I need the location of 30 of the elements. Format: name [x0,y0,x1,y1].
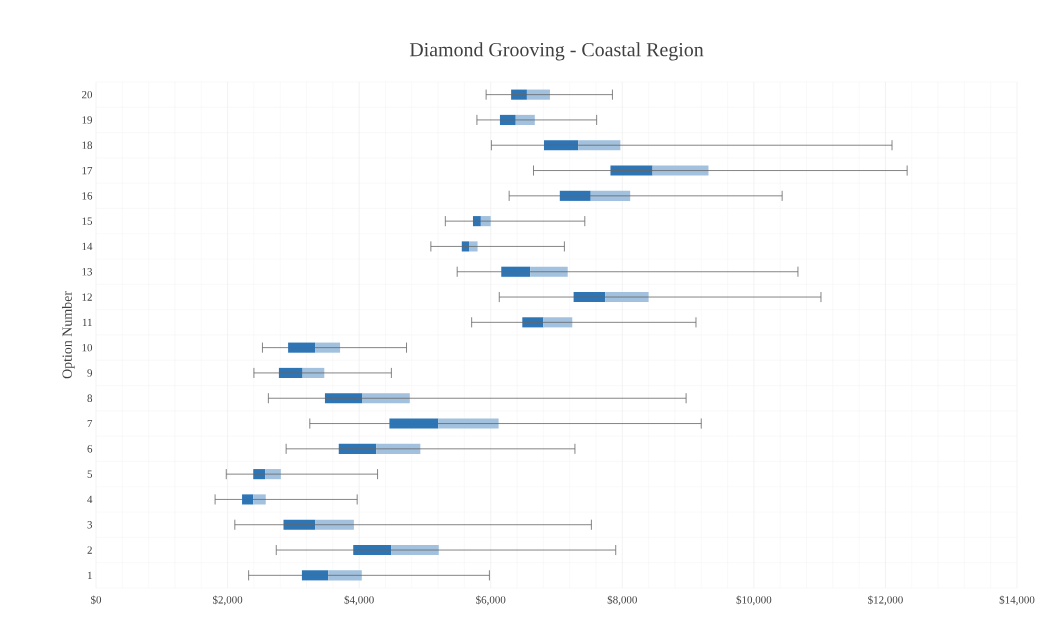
y-tick-label: 7 [87,419,93,428]
y-tick-label: 11 [82,318,92,326]
y-tick-label: 8 [87,394,93,402]
x-tick-label: $12,000 [868,595,903,606]
y-tick-label: 2 [87,546,92,554]
x-tick-label: $2,000 [212,595,243,606]
y-tick-label: 12 [82,293,92,301]
y-tick-label: 4 [87,495,93,504]
x-tick-label: $4,000 [344,595,374,606]
y-tick-label: 19 [82,116,93,124]
y-tick-label: 20 [82,90,93,99]
y-tick-label: 14 [82,242,93,251]
x-tick-label: $8,000 [607,595,637,606]
y-tick-label: 1 [87,571,92,579]
chart-title: Diamond Grooving - Coastal Region [409,42,704,61]
y-tick-label: 5 [87,470,93,478]
x-tick-label: $0 [91,595,102,605]
x-tick-label: $10,000 [736,595,772,606]
y-axis-title: Option Number [62,291,75,379]
x-tick-label: $14,000 [999,595,1035,606]
y-tick-label: 17 [82,166,93,175]
y-tick-label: 6 [87,445,93,453]
y-tick-label: 18 [82,141,93,149]
y-tick-label: 9 [87,369,93,377]
y-tick-label: 15 [82,217,93,225]
y-tick-label: 3 [87,521,93,529]
x-tick-label: $6,000 [476,595,506,606]
y-tick-label: 16 [82,192,93,200]
y-tick-label: 10 [82,343,93,352]
y-tick-label: 13 [82,268,93,276]
